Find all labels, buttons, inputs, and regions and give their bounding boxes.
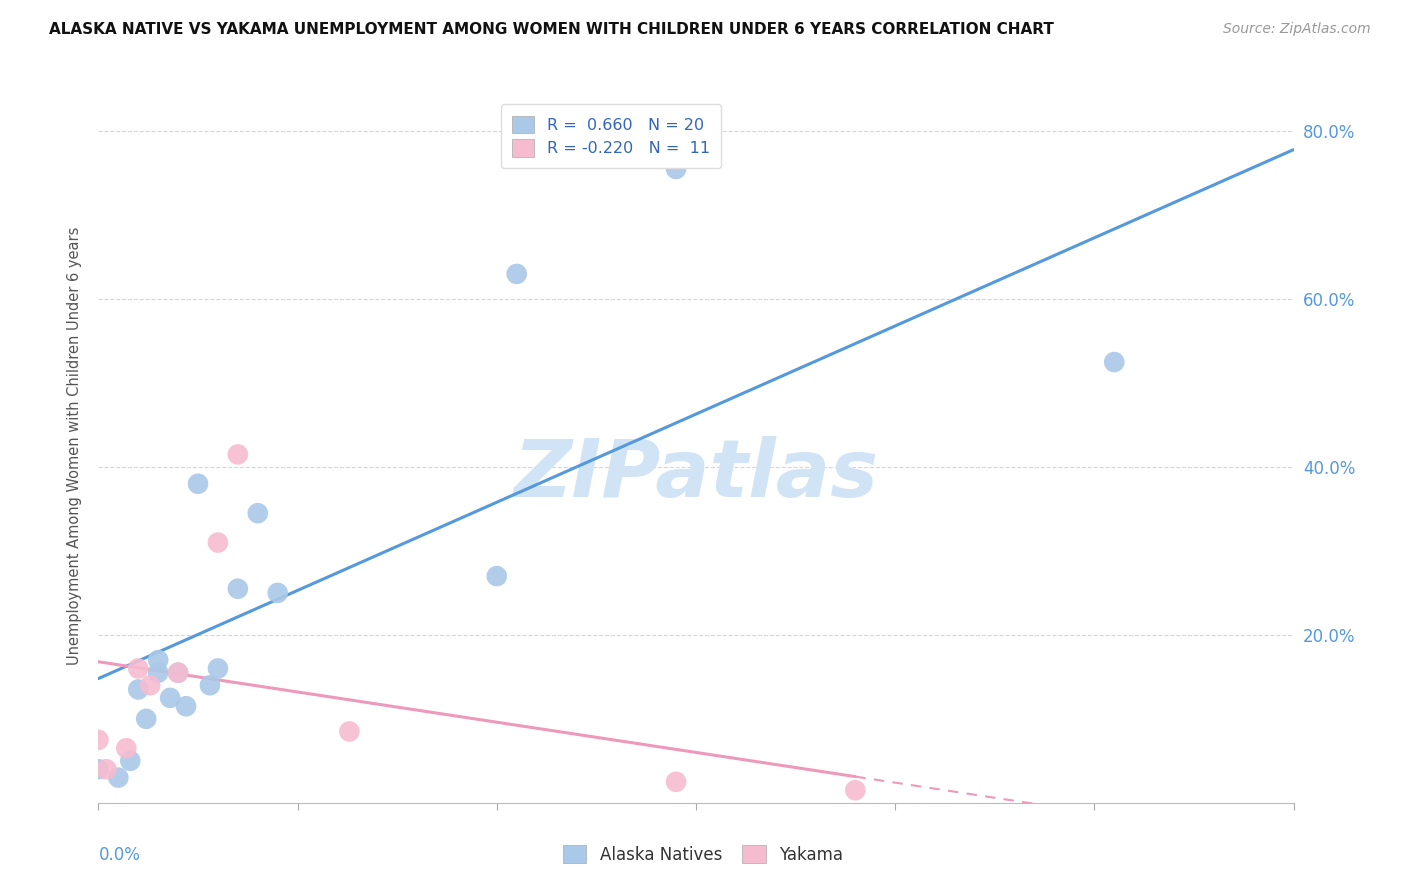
Point <box>1102 355 1125 369</box>
Text: ZIPatlas: ZIPatlas <box>513 435 879 514</box>
Point <box>167 665 190 680</box>
Point <box>207 535 229 549</box>
Point <box>665 161 688 176</box>
Legend: Alaska Natives, Yakama: Alaska Natives, Yakama <box>557 838 849 871</box>
Point <box>226 582 249 596</box>
Point <box>96 762 118 776</box>
Point <box>207 661 229 675</box>
Point <box>485 569 508 583</box>
Point <box>87 732 110 747</box>
Point <box>139 678 162 692</box>
Point <box>148 665 170 680</box>
Point <box>339 724 360 739</box>
Point <box>167 665 190 680</box>
Point <box>267 586 290 600</box>
Text: 0.0%: 0.0% <box>98 846 141 863</box>
Point <box>120 754 142 768</box>
Point <box>115 741 138 756</box>
Point <box>135 712 157 726</box>
Point <box>506 267 529 281</box>
Point <box>844 783 866 797</box>
Legend: R =  0.660   N = 20, R = -0.220   N =  11: R = 0.660 N = 20, R = -0.220 N = 11 <box>501 104 721 168</box>
Point <box>187 476 209 491</box>
Point <box>226 447 249 461</box>
Point <box>148 653 170 667</box>
Point <box>127 682 149 697</box>
Point <box>198 678 221 692</box>
Point <box>665 774 688 789</box>
Point <box>127 661 149 675</box>
Text: Source: ZipAtlas.com: Source: ZipAtlas.com <box>1223 22 1371 37</box>
Point <box>87 762 110 776</box>
Point <box>246 506 269 520</box>
Text: ALASKA NATIVE VS YAKAMA UNEMPLOYMENT AMONG WOMEN WITH CHILDREN UNDER 6 YEARS COR: ALASKA NATIVE VS YAKAMA UNEMPLOYMENT AMO… <box>49 22 1054 37</box>
Point <box>174 699 197 714</box>
Point <box>107 771 129 785</box>
Point <box>159 690 181 705</box>
Y-axis label: Unemployment Among Women with Children Under 6 years: Unemployment Among Women with Children U… <box>66 227 82 665</box>
